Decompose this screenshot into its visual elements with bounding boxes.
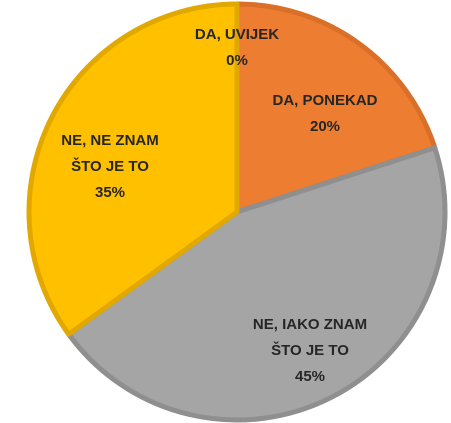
slice-label: NE, IAKO ZNAM ŠTO JE TO 45% — [240, 312, 380, 390]
category-label: DA, UVIJEK — [194, 26, 280, 43]
category-label: NE, NE ZNAM ŠTO JE TO — [61, 132, 159, 175]
category-label: DA, PONEKAD — [272, 92, 378, 109]
value-label: 0% — [226, 52, 248, 69]
value-label: 20% — [309, 118, 341, 135]
pie-slice — [66, 145, 448, 423]
slice-label: DA, PONEKAD 20% — [272, 88, 377, 140]
pie-slice — [26, 1, 240, 337]
slice-label: NE, NE ZNAM ŠTO JE TO 35% — [51, 128, 169, 206]
value-label: 45% — [294, 368, 326, 385]
category-label: NE, IAKO ZNAM ŠTO JE TO — [252, 316, 368, 359]
value-label: 35% — [94, 184, 126, 201]
slice-label: DA, UVIJEK 0% — [195, 22, 279, 74]
pie-slice — [234, 1, 438, 215]
